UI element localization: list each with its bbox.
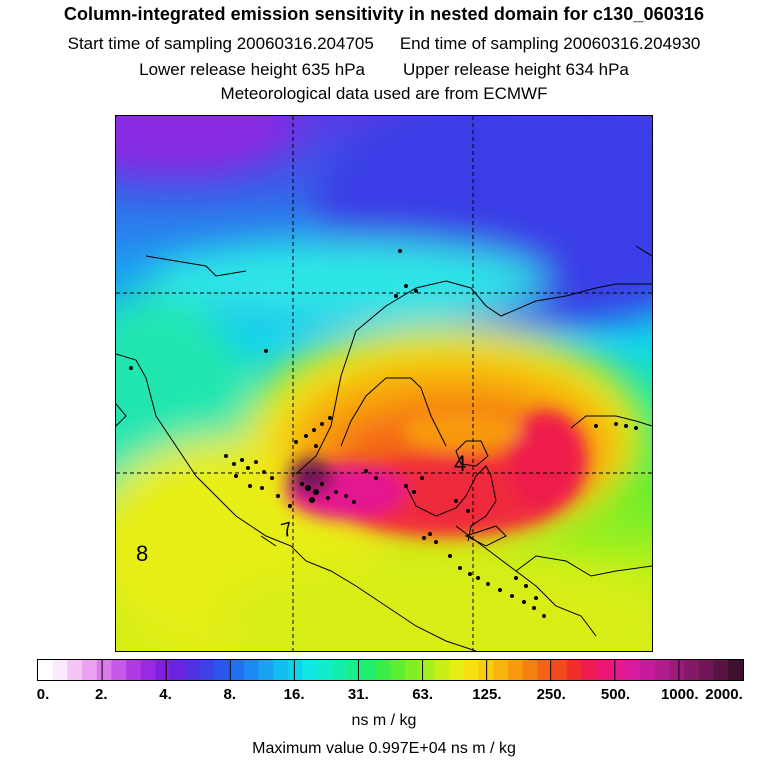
colorbar	[37, 659, 744, 681]
colorbar-swatch	[566, 660, 582, 680]
met-data-label: Meteorological data used are from ECMWF	[220, 84, 548, 103]
lower-release-label: Lower release height 635 hPa	[139, 60, 365, 79]
colorbar-swatch	[52, 660, 68, 680]
colorbar-swatch	[96, 660, 112, 680]
colorbar-tick-label: 2.	[95, 686, 108, 703]
colorbar-swatch	[82, 660, 98, 680]
colorbar-swatch	[199, 660, 215, 680]
colorbar-swatch	[449, 660, 465, 680]
colorbar-swatch	[596, 660, 612, 680]
contour-label-7: 7	[279, 518, 295, 542]
colorbar-tick-label: 0.	[36, 686, 50, 703]
colorbar-swatch	[273, 660, 289, 680]
colorbar-swatch	[610, 660, 626, 680]
colorbar-swatch	[434, 660, 450, 680]
colorbar-swatch	[302, 660, 318, 680]
colorbar-swatch	[508, 660, 524, 680]
colorbar-swatch	[654, 660, 671, 680]
colorbar-swatch	[214, 660, 230, 680]
colorbar-swatch	[493, 660, 509, 680]
colorbar-swatch	[625, 660, 641, 680]
colorbar-tick-label: 2000.	[705, 686, 743, 703]
colorbar-swatch	[361, 660, 377, 680]
colorbar-swatches	[38, 660, 743, 680]
plot-title: Column-integrated emission sensitivity i…	[63, 4, 705, 24]
contour-label-8: 8	[136, 541, 148, 566]
sensitivity-map: 4 7 8	[115, 115, 653, 652]
colorbar-tick-label: 1000.	[660, 686, 699, 703]
colorbar-swatch	[67, 660, 83, 680]
field-yellow-lower	[216, 556, 652, 651]
colorbar-swatch	[111, 660, 127, 680]
colorbar-swatch	[287, 660, 303, 680]
colorbar-tick-label: 16.	[283, 686, 305, 703]
colorbar-tick-label: 125.	[472, 686, 502, 703]
field-cyan-band	[146, 241, 546, 321]
colorbar-swatch	[405, 660, 421, 680]
colorbar-swatch	[170, 660, 186, 680]
colorbar-swatch	[419, 660, 436, 680]
release-heights: Lower release height 635 hPa Upper releas…	[0, 60, 768, 80]
field-red-arc	[506, 411, 586, 511]
colorbar-swatch	[669, 660, 685, 680]
colorbar-swatch	[184, 660, 201, 680]
colorbar-tick-label: 250.	[536, 686, 566, 703]
colorbar-tick-label: 63.	[412, 686, 434, 703]
lat-lon-grid	[116, 116, 652, 651]
colorbar-swatch	[581, 660, 597, 680]
colorbar-swatch	[346, 660, 362, 680]
maximum-value-label: Maximum value 0.997E+04 ns m / kg	[252, 740, 516, 757]
colorbar-swatch	[552, 660, 568, 680]
colorbar-swatch	[38, 660, 54, 680]
colorbar-swatch	[522, 660, 538, 680]
release-points	[129, 249, 638, 618]
colorbar-swatch	[375, 660, 391, 680]
colorbar-swatch	[155, 660, 171, 680]
colorbar-swatch	[126, 660, 142, 680]
colorbar-tick-label: 4.	[159, 686, 172, 703]
colorbar-units: ns m / kg	[351, 712, 417, 729]
colorbar-swatch	[463, 660, 480, 680]
colorbar-swatch	[317, 660, 333, 680]
colorbar-swatch	[140, 660, 156, 680]
field-purple-source	[289, 458, 333, 494]
colorbar-swatch	[537, 660, 553, 680]
colorbar-swatch	[228, 660, 245, 680]
colorbar-swatch	[258, 660, 274, 680]
colorbar-swatch	[640, 660, 656, 680]
field-violet-corner	[116, 116, 296, 176]
start-time-label: Start time of sampling 20060316.204705	[67, 34, 374, 53]
colorbar-tick-label: 31.	[347, 686, 369, 703]
contour-label-4: 4	[454, 451, 466, 476]
map-canvas: 4 7 8	[116, 116, 652, 651]
colorbar-swatch	[331, 660, 347, 680]
colorbar-tick-label: 500.	[600, 686, 631, 703]
upper-release-label: Upper release height 634 hPa	[403, 60, 629, 79]
field-orange-inner	[401, 411, 521, 451]
end-time-label: End time of sampling 20060316.204930	[399, 34, 701, 53]
colorbar-tick-label: 8.	[223, 686, 237, 703]
coastlines	[116, 245, 652, 651]
sampling-times: Start time of sampling 20060316.204705 En…	[0, 34, 768, 54]
colorbar-swatch	[684, 660, 700, 680]
colorbar-swatch	[243, 660, 259, 680]
colorbar-swatch	[698, 660, 715, 680]
colorbar-swatch	[728, 660, 743, 680]
colorbar-swatch	[713, 660, 729, 680]
colorbar-swatch	[390, 660, 406, 680]
